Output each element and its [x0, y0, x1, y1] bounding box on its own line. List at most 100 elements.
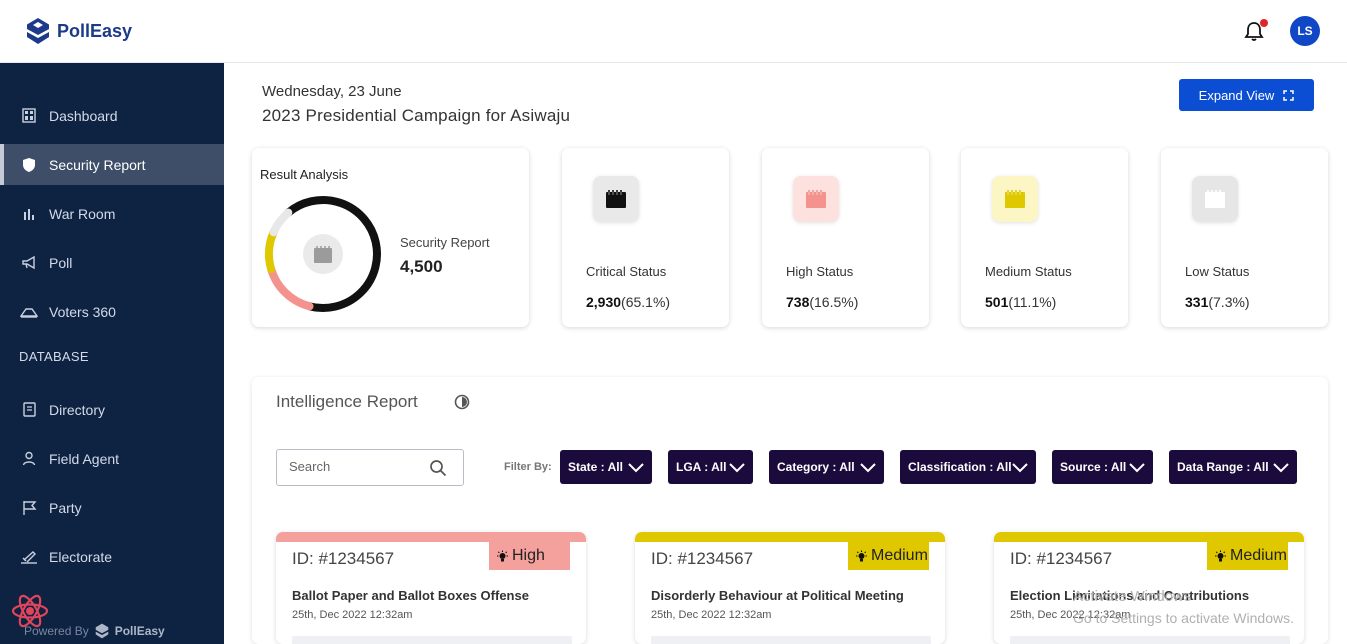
- chevron-down-icon: [1129, 463, 1145, 473]
- sidebar-item-poll[interactable]: Poll: [0, 242, 224, 283]
- search-icon[interactable]: [429, 459, 447, 477]
- sidebar-item-label: Directory: [49, 401, 106, 418]
- report-title: Election Limitations and Contributions: [1010, 588, 1250, 603]
- sidebar-item-war-room[interactable]: War Room: [0, 193, 224, 234]
- ballot-icon: [20, 548, 38, 566]
- report-id: ID: #1234567: [292, 549, 395, 568]
- donut-segment-critical: [284, 196, 381, 312]
- sidebar-item-label: Dashboard: [49, 107, 118, 124]
- stat-card-low: Low Status 331(7.3%): [1161, 148, 1328, 327]
- search-input[interactable]: [289, 459, 429, 474]
- expand-view-button[interactable]: Expand View: [1179, 79, 1314, 111]
- report-date: 25th, Dec 2022 12:32am: [292, 609, 413, 621]
- stat-count: 501: [985, 294, 1009, 310]
- polleasy-small-logo-icon: [95, 623, 109, 639]
- campaign-title: 2023 Presidential Campaign for Asiwaju: [262, 106, 571, 125]
- sidebar-item-field-agent[interactable]: Field Agent: [0, 438, 224, 479]
- search-box[interactable]: [276, 449, 464, 486]
- app-logo[interactable]: PollEasy: [26, 17, 132, 45]
- stat-count: 738: [786, 294, 810, 310]
- result-donut-chart: [265, 196, 381, 312]
- severity-label: High: [512, 547, 545, 564]
- filter-classification[interactable]: Classification : All: [900, 450, 1036, 484]
- sidebar-item-party[interactable]: Party: [0, 487, 224, 528]
- report-icon: [793, 176, 839, 222]
- sidebar-item-label: Party: [49, 499, 82, 516]
- report-card[interactable]: ID: #1234567 Medium Disorderly Behaviour…: [635, 532, 945, 644]
- chevron-down-icon: [1273, 463, 1289, 473]
- powered-by-text: Powered By: [24, 624, 89, 638]
- chevron-down-icon: [628, 463, 644, 473]
- dashboard-icon: [20, 107, 38, 125]
- filter-source[interactable]: Source : All: [1052, 450, 1153, 484]
- report-date: 25th, Dec 2022 12:32am: [1010, 609, 1131, 621]
- severity-label: Medium: [871, 547, 928, 564]
- stat-percent: (7.3%): [1208, 294, 1250, 310]
- filter-data-range[interactable]: Data Range : All: [1169, 450, 1297, 484]
- intelligence-report-title: Intelligence Report: [276, 392, 418, 411]
- severity-strip: [276, 532, 586, 542]
- sidebar-item-directory[interactable]: Directory: [0, 389, 224, 430]
- fullscreen-icon: [1283, 89, 1295, 101]
- megaphone-icon: [20, 254, 38, 272]
- powered-by: Powered By PollEasy: [24, 623, 165, 639]
- stat-label: Low Status: [1185, 264, 1250, 279]
- sidebar-item-label: Field Agent: [49, 450, 120, 467]
- sidebar-item-label: War Room: [49, 205, 116, 222]
- severity-badge: High: [489, 542, 570, 570]
- security-report-label: Security Report: [400, 235, 490, 250]
- pie-chart-icon[interactable]: [454, 394, 470, 410]
- stat-count: 2,930: [586, 294, 622, 310]
- report-card[interactable]: ID: #1234567 Medium Election Limitations…: [994, 532, 1304, 644]
- user-icon: [20, 450, 38, 468]
- current-date: Wednesday, 23 June: [262, 83, 402, 100]
- chevron-down-icon: [1012, 463, 1028, 473]
- sidebar-item-label: Voters 360: [49, 303, 116, 320]
- lightbulb-icon: [496, 550, 509, 563]
- report-id: ID: #1234567: [651, 549, 754, 568]
- sidebar-item-voters-360[interactable]: Voters 360: [0, 291, 224, 332]
- stat-label: Medium Status: [985, 264, 1072, 279]
- chevron-down-icon: [860, 463, 876, 473]
- filter-label: LGA : All: [676, 460, 727, 474]
- shield-icon: [20, 156, 38, 174]
- filter-category[interactable]: Category : All: [769, 450, 884, 484]
- chevron-down-icon: [729, 463, 745, 473]
- stat-value: 501(11.1%): [985, 294, 1056, 310]
- severity-strip: [635, 532, 945, 542]
- report-card[interactable]: ID: #1234567 High Ballot Paper and Ballo…: [276, 532, 586, 644]
- stat-card-high: High Status 738(16.5%): [762, 148, 929, 327]
- sidebar-item-electorate[interactable]: Electorate: [0, 536, 224, 577]
- flag-icon: [20, 499, 38, 517]
- report-icon: [593, 176, 639, 222]
- filter-lga[interactable]: LGA : All: [668, 450, 753, 484]
- report-title: Disorderly Behaviour at Political Meetin…: [651, 588, 904, 603]
- report-title: Ballot Paper and Ballot Boxes Offense: [292, 588, 529, 603]
- voters-icon: [20, 303, 38, 321]
- stat-count: 331: [1185, 294, 1209, 310]
- user-avatar[interactable]: LS: [1290, 16, 1320, 46]
- notification-dot: [1260, 19, 1268, 27]
- react-devtools-icon[interactable]: [10, 592, 50, 630]
- book-icon: [20, 401, 38, 419]
- filter-by-label: Filter By:: [504, 461, 552, 473]
- filter-state[interactable]: State : All: [560, 450, 652, 484]
- stat-card-medium: Medium Status 501(11.1%): [961, 148, 1128, 327]
- stat-label: Critical Status: [586, 264, 667, 279]
- sidebar-item-dashboard[interactable]: Dashboard: [0, 95, 224, 136]
- donut-segment-low: [269, 208, 293, 237]
- stat-value: 331(7.3%): [1185, 294, 1250, 310]
- stat-percent: (11.1%): [1008, 294, 1057, 310]
- donut-segment-medium: [265, 228, 278, 274]
- bell-icon[interactable]: [1243, 20, 1265, 42]
- report-detail-placeholder: [1010, 636, 1290, 644]
- filter-label: State : All: [568, 460, 623, 474]
- sidebar-item-security-report[interactable]: Security Report: [0, 144, 224, 185]
- polleasy-logo-icon: [26, 17, 50, 45]
- sidebar-item-label: Security Report: [49, 156, 146, 173]
- sidebar-section-database: DATABASE: [19, 349, 89, 364]
- stat-percent: (65.1%): [621, 294, 671, 310]
- result-analysis-title: Result Analysis: [260, 167, 349, 182]
- report-detail-placeholder: [651, 636, 931, 644]
- severity-badge: Medium: [848, 542, 929, 570]
